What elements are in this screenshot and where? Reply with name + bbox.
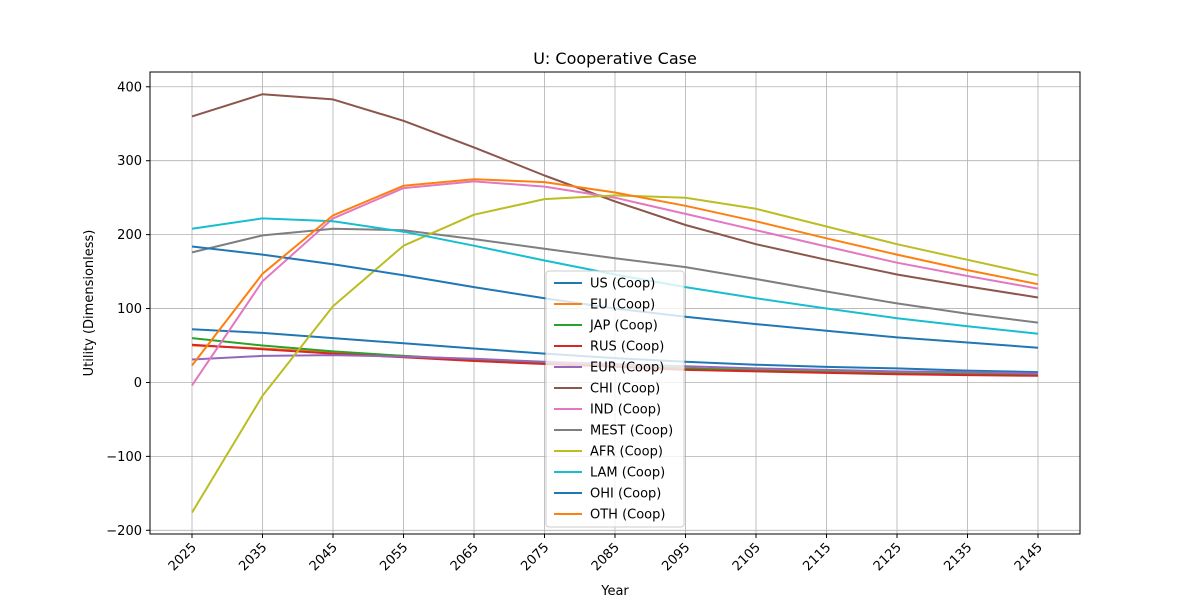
legend-label-us: US (Coop) xyxy=(590,277,655,292)
series-line-oth xyxy=(191,178,1039,367)
legend-label-mest: MEST (Coop) xyxy=(590,424,673,439)
y-tick-label: 300 xyxy=(117,154,142,169)
legend-label-ind: IND (Coop) xyxy=(590,403,661,418)
y-tick-label: −100 xyxy=(106,450,142,465)
y-tick-label: −200 xyxy=(106,524,142,539)
legend-label-lam: LAM (Coop) xyxy=(590,466,665,481)
legend-label-ohi: OHI (Coop) xyxy=(590,487,661,502)
legend-label-eur: EUR (Coop) xyxy=(590,361,664,376)
legend-box xyxy=(545,270,685,528)
legend-label-eu: EU (Coop) xyxy=(590,298,655,313)
legend-label-rus: RUS (Coop) xyxy=(590,340,664,355)
series-line-ind xyxy=(191,180,1039,386)
legend-label-afr: AFR (Coop) xyxy=(590,445,663,460)
y-tick-label: 100 xyxy=(117,302,142,317)
y-axis-label: Utility (Dimensionless) xyxy=(82,230,97,377)
chart-title: U: Cooperative Case xyxy=(533,49,697,68)
series-line-mest xyxy=(191,227,1039,324)
series-line-afr xyxy=(191,194,1039,514)
legend-label-oth: OTH (Coop) xyxy=(590,508,665,523)
y-tick-label: 0 xyxy=(134,376,142,391)
y-axis-ticks: −200 −100 0 100 200 300 400 xyxy=(106,80,150,539)
x-axis-label: Year xyxy=(600,584,629,599)
legend: US (Coop) EU (Coop) JAP (Coop) RUS (Coop) EU… xyxy=(545,270,685,528)
y-tick-label: 400 xyxy=(117,80,142,95)
series-line-chi xyxy=(191,93,1039,299)
legend-label-chi: CHI (Coop) xyxy=(590,382,660,397)
y-tick-label: 200 xyxy=(117,228,142,243)
legend-label-jap: JAP (Coop) xyxy=(589,319,658,334)
